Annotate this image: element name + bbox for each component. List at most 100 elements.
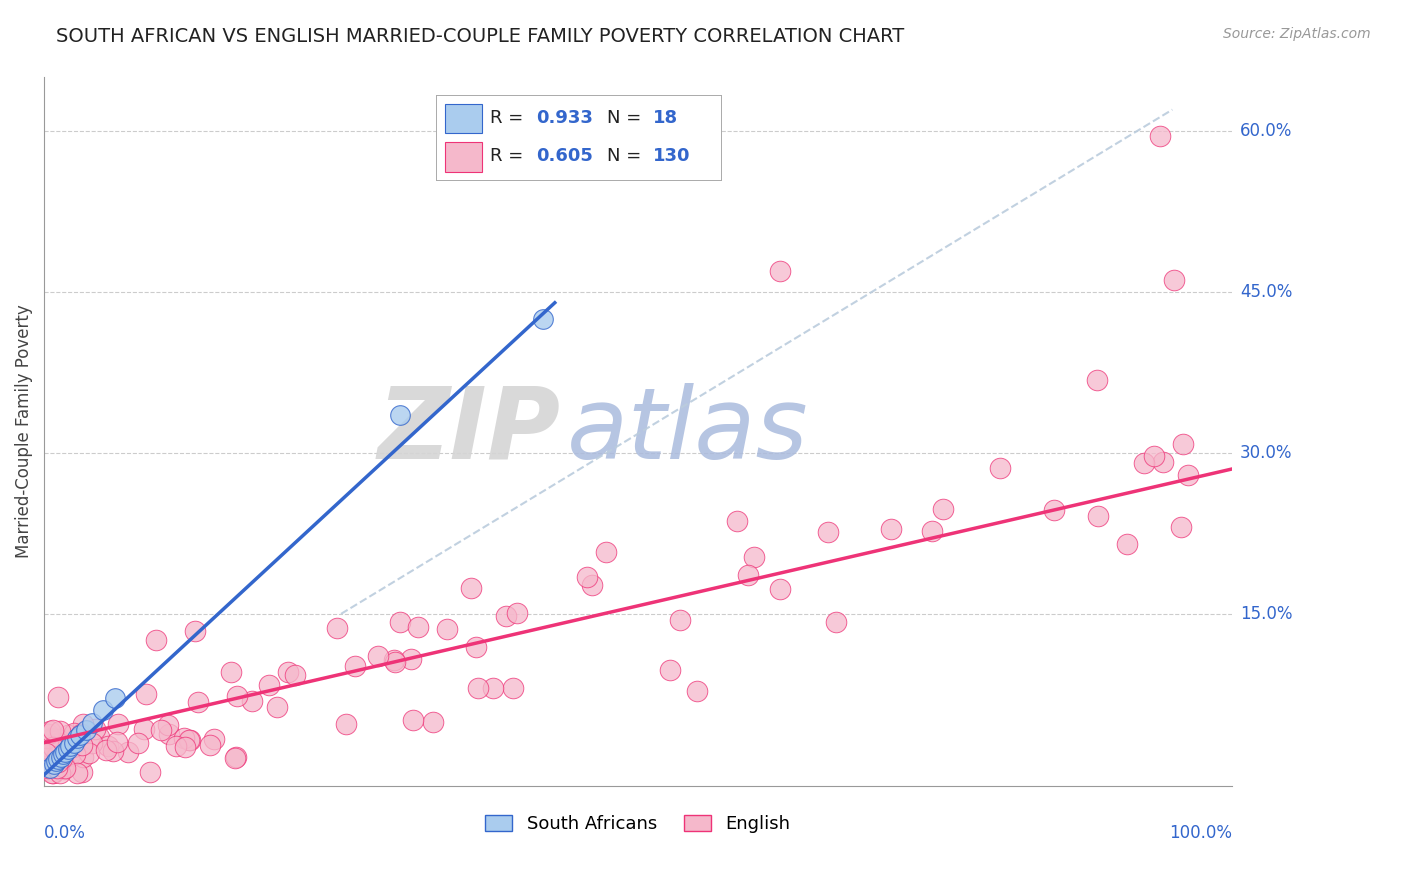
Point [66,765,89,780]
Point [988,461,1011,475]
Point [48,690,70,705]
Point [70,727,93,741]
Point [769,263,792,277]
Point [174,739,197,754]
Point [1133,456,1156,470]
Point [101,744,124,758]
Point [198,738,221,752]
Point [1116,537,1139,551]
Point [55,745,77,759]
Point [52,762,75,776]
Point [45,748,67,763]
Point [344,659,367,673]
Point [502,681,524,695]
Point [49,765,72,780]
Point [135,687,157,701]
Point [219,665,242,679]
Point [62,739,84,754]
Point [367,648,389,663]
Point [388,615,411,630]
Point [62,736,84,750]
Point [384,655,406,669]
Point [94,742,117,756]
Point [72,717,94,731]
Point [581,578,603,592]
Point [1152,454,1174,468]
Point [157,727,180,741]
Point [658,663,681,677]
Point [41,765,63,780]
Point [224,751,246,765]
Point [277,665,299,679]
Text: atlas: atlas [567,383,808,480]
Point [52,758,75,772]
Text: 100.0%: 100.0% [1168,824,1232,842]
Point [80,716,103,731]
Point [45,754,67,768]
Point [107,735,129,749]
Point [59,739,82,753]
Point [921,524,943,538]
Point [187,695,209,709]
Point [384,653,406,667]
Point [165,739,187,753]
Point [35,747,58,761]
Point [127,736,149,750]
Point [495,609,517,624]
Text: 30.0%: 30.0% [1240,444,1292,462]
Point [58,738,80,752]
Point [104,690,127,705]
Point [422,714,444,729]
Point [183,624,205,639]
Point [139,764,162,779]
Point [38,723,60,738]
Point [39,761,62,775]
Point [179,733,201,747]
Point [87,730,110,744]
Point [35,758,58,772]
Point [35,746,58,760]
Point [49,749,72,764]
Point [531,311,554,326]
Point [53,761,76,775]
Point [335,717,357,731]
Point [56,742,79,756]
Point [132,722,155,736]
Point [93,703,115,717]
Text: SOUTH AFRICAN VS ENGLISH MARRIED-COUPLE FAMILY POVERTY CORRELATION CHART: SOUTH AFRICAN VS ENGLISH MARRIED-COUPLE … [56,27,904,45]
Point [117,745,139,759]
Point [70,738,93,752]
Point [41,739,63,754]
Point [63,725,86,739]
Point [41,731,63,746]
Point [932,502,955,516]
Point [225,750,247,764]
Point [46,755,69,769]
Point [467,681,489,695]
Point [1043,502,1066,516]
Point [575,570,598,584]
Point [1085,372,1108,386]
Point [63,743,86,757]
Point [107,717,129,731]
Text: 0.0%: 0.0% [44,824,86,842]
Point [66,731,89,746]
Point [482,681,505,696]
Point [595,545,617,559]
Point [97,739,120,753]
Text: 45.0%: 45.0% [1240,283,1292,301]
Text: ZIP: ZIP [378,383,561,480]
Point [37,761,59,775]
Point [72,765,94,780]
Point [769,582,792,597]
Point [824,615,846,629]
Point [266,699,288,714]
Point [84,722,107,736]
Point [402,714,425,728]
Point [42,757,65,772]
Point [389,409,412,423]
Point [1143,449,1166,463]
Point [42,759,65,773]
Point [257,678,280,692]
Text: Source: ZipAtlas.com: Source: ZipAtlas.com [1223,27,1371,41]
